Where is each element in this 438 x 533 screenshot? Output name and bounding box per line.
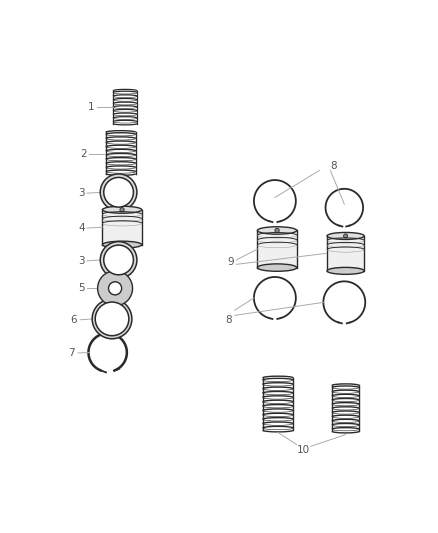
Ellipse shape: [258, 264, 297, 271]
Text: 5: 5: [78, 284, 85, 293]
Ellipse shape: [102, 206, 142, 213]
Circle shape: [100, 174, 137, 211]
Polygon shape: [102, 210, 142, 245]
Polygon shape: [258, 230, 297, 268]
Circle shape: [104, 245, 134, 275]
Text: 7: 7: [69, 348, 75, 358]
Circle shape: [92, 299, 132, 339]
Text: 3: 3: [78, 188, 85, 198]
Ellipse shape: [258, 227, 297, 234]
Ellipse shape: [327, 232, 364, 239]
Text: 2: 2: [80, 149, 87, 159]
Text: 4: 4: [78, 223, 85, 233]
Circle shape: [100, 241, 137, 278]
Text: 1: 1: [88, 102, 94, 112]
Circle shape: [95, 302, 129, 336]
Circle shape: [98, 271, 133, 306]
Circle shape: [109, 282, 122, 295]
Circle shape: [120, 207, 124, 212]
Polygon shape: [327, 236, 364, 271]
Text: 6: 6: [71, 315, 78, 325]
Ellipse shape: [102, 241, 142, 248]
Ellipse shape: [327, 268, 364, 274]
Circle shape: [104, 177, 134, 207]
Text: 3: 3: [78, 256, 85, 266]
Text: 10: 10: [297, 445, 310, 455]
Text: 8: 8: [331, 161, 337, 171]
Circle shape: [343, 234, 348, 238]
Text: 9: 9: [227, 257, 234, 267]
Circle shape: [275, 228, 279, 232]
Text: 8: 8: [226, 315, 232, 325]
